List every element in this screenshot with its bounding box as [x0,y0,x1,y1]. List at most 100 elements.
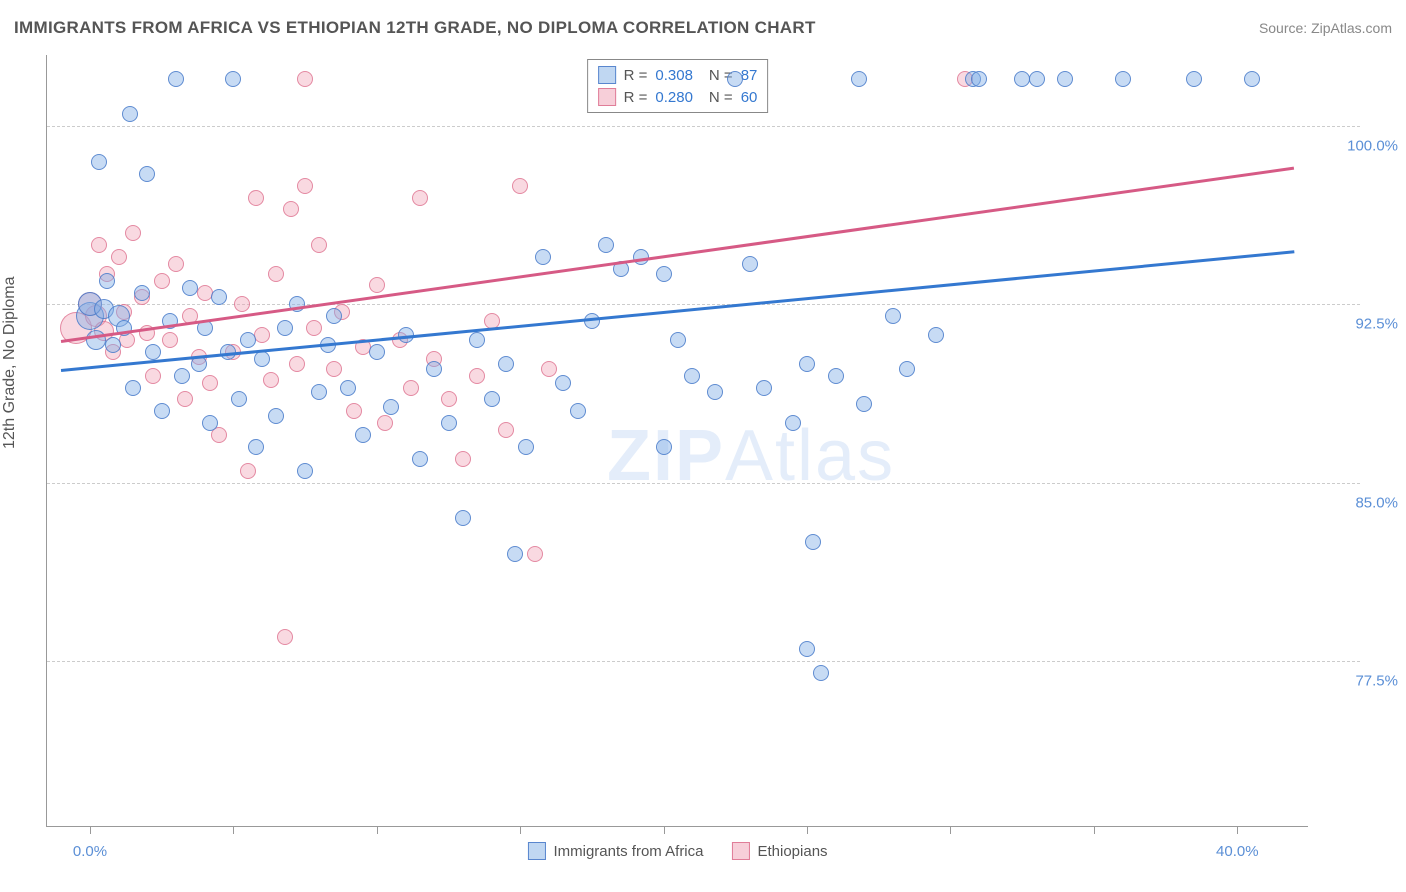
data-point [311,237,327,253]
data-point [799,641,815,657]
data-point [277,320,293,336]
watermark: ZIPAtlas [607,415,895,497]
x-tick [1237,826,1238,834]
data-point [1057,71,1073,87]
data-point [306,320,322,336]
data-point [122,106,138,122]
data-point [145,368,161,384]
data-point [234,296,250,312]
data-point [785,415,801,431]
x-tick [90,826,91,834]
data-point [154,403,170,419]
data-point [168,256,184,272]
data-point [707,384,723,400]
data-point [412,190,428,206]
data-point [283,201,299,217]
legend-row: R = 0.280 N = 60 [598,86,758,108]
plot-area: ZIPAtlas R = 0.308 N = 87 R = 0.280 N = … [46,55,1308,827]
legend-r-value: 0.280 [655,89,693,106]
data-point [518,439,534,455]
data-point [377,415,393,431]
legend-r-label: R = [624,67,648,84]
data-point [469,368,485,384]
data-point [168,71,184,87]
data-point [369,277,385,293]
data-point [813,665,829,681]
data-point [125,225,141,241]
data-point [555,375,571,391]
x-tick [807,826,808,834]
data-point [1029,71,1045,87]
legend-n-value: 60 [741,89,758,106]
data-point [498,356,514,372]
data-point [570,403,586,419]
y-tick-label: 100.0% [1318,138,1398,155]
data-point [326,308,342,324]
data-point [928,327,944,343]
data-point [240,332,256,348]
data-point [455,451,471,467]
y-axis-label: 12th Grade, No Diploma [1,276,19,449]
x-tick-label: 40.0% [1216,843,1259,860]
data-point [202,415,218,431]
gridline [47,126,1360,127]
data-point [311,384,327,400]
data-point [297,71,313,87]
watermark-bold: ZIP [607,416,725,496]
x-tick-label: 0.0% [73,843,107,860]
source-attribution: Source: ZipAtlas.com [1259,20,1392,36]
data-point [403,380,419,396]
data-point [412,451,428,467]
legend-swatch-blue [527,842,545,860]
data-point [684,368,700,384]
data-point [263,372,279,388]
data-point [656,266,672,282]
data-point [91,154,107,170]
data-point [756,380,772,396]
data-point [297,178,313,194]
data-point [535,249,551,265]
legend-n-value: 87 [741,67,758,84]
x-tick [1094,826,1095,834]
legend-bottom-label: Immigrants from Africa [553,843,703,860]
legend-bottom-label: Ethiopians [757,843,827,860]
legend-swatch-blue [598,66,616,84]
data-point [1186,71,1202,87]
x-tick [233,826,234,834]
data-point [268,408,284,424]
data-point [584,313,600,329]
legend-bottom: Immigrants from Africa Ethiopians [527,842,827,860]
data-point [154,273,170,289]
x-tick [520,826,521,834]
data-point [99,273,115,289]
data-point [326,361,342,377]
legend-bottom-item: Immigrants from Africa [527,842,703,860]
x-tick [664,826,665,834]
data-point [254,327,270,343]
data-point [1244,71,1260,87]
legend-swatch-pink [731,842,749,860]
data-point [498,422,514,438]
data-point [727,71,743,87]
data-point [598,237,614,253]
x-tick [377,826,378,834]
data-point [541,361,557,377]
data-point [202,375,218,391]
data-point [507,546,523,562]
data-point [527,546,543,562]
data-point [899,361,915,377]
data-point [828,368,844,384]
data-point [139,166,155,182]
data-point [268,266,284,282]
y-tick-label: 92.5% [1318,316,1398,333]
data-point [383,399,399,415]
x-tick [950,826,951,834]
gridline [47,483,1360,484]
data-point [441,415,457,431]
data-point [297,463,313,479]
legend-top: R = 0.308 N = 87 R = 0.280 N = 60 [587,59,769,113]
y-tick-label: 77.5% [1318,672,1398,689]
data-point [174,368,190,384]
data-point [346,403,362,419]
data-point [277,629,293,645]
